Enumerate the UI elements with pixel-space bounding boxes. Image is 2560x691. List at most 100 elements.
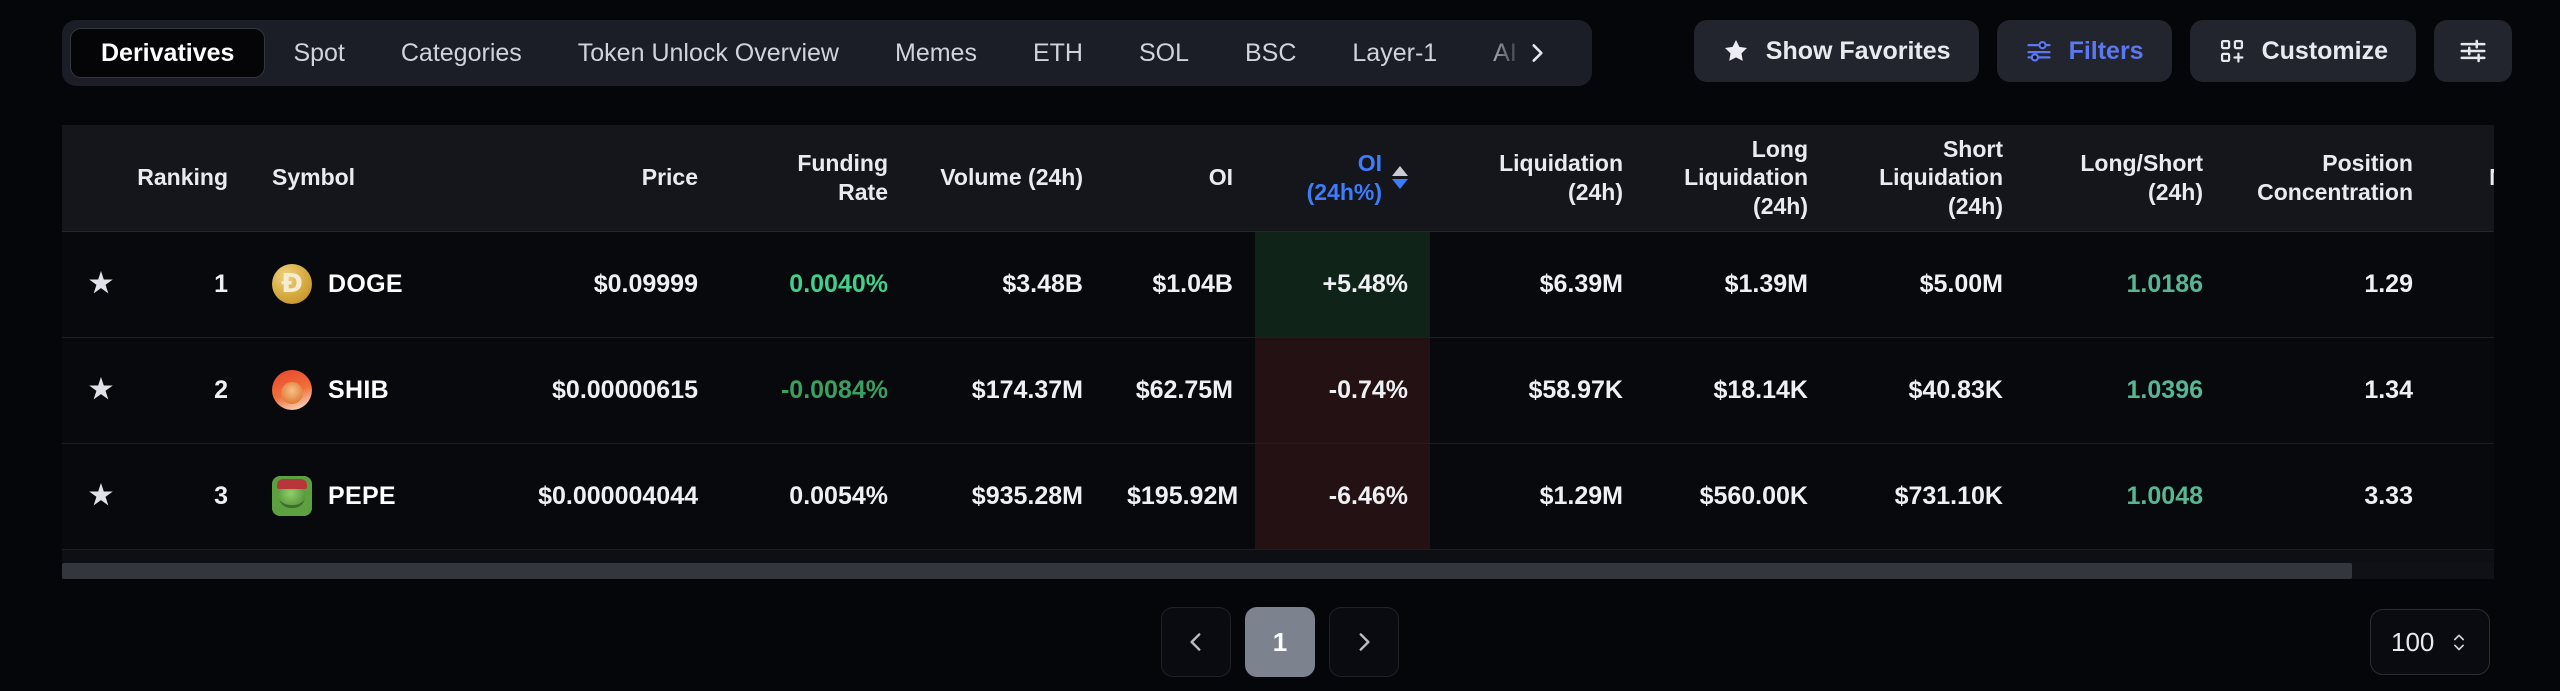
customize-grid-icon — [2220, 39, 2244, 63]
oi-24h-pct-cell: -6.46% — [1255, 443, 1430, 550]
filter-sliders-icon — [2026, 41, 2051, 62]
long-liquidation-24h-cell: $560.00K — [1645, 443, 1830, 550]
tab-derivatives[interactable]: Derivatives — [70, 28, 266, 78]
page-size-select[interactable]: 100 — [2370, 609, 2490, 675]
long-short-24h-cell: 1.0048 — [2025, 443, 2225, 550]
price-cell: $0.09999 — [515, 231, 720, 338]
position-concentration-cell: 1.29 — [2225, 231, 2435, 338]
short-liquidation-24h-cell: $5.00M — [1830, 231, 2025, 338]
ranking-cell: 1 — [140, 231, 250, 338]
symbol-cell[interactable]: DOGE — [250, 231, 515, 338]
table-body: ★ 1 DOGE $0.09999 0.0040% $3.48B $1.04B … — [62, 231, 2494, 550]
prev-page-button[interactable] — [1161, 607, 1231, 677]
horizontal-scrollbar[interactable] — [62, 563, 2494, 579]
col-oi[interactable]: OI — [1105, 125, 1255, 232]
star-icon[interactable]: ★ — [88, 479, 114, 510]
liquidation-24h-cell: $1.29M — [1430, 443, 1645, 550]
col-short-liquidation-24h[interactable]: Short Liquidation (24h) — [1830, 125, 2025, 232]
tab-bsc[interactable]: BSC — [1245, 39, 1297, 67]
col-price[interactable]: Price — [515, 125, 720, 232]
short-liquidation-24h-cell: $731.10K — [1830, 443, 2025, 550]
oi-cell: $1.04B — [1105, 231, 1255, 338]
filters-label: Filters — [2068, 36, 2144, 65]
table-row[interactable]: ★ 3 PEPE $0.000004044 0.0054% $935.28M $… — [62, 443, 2494, 550]
coin-avatar-shib — [272, 370, 312, 410]
col-symbol[interactable]: Symbol — [250, 125, 515, 232]
coin-avatar-pepe — [272, 476, 312, 516]
tab-memes[interactable]: Memes — [895, 39, 977, 67]
star-icon — [1724, 40, 1747, 61]
col-volume-24h[interactable]: Volume (24h) — [910, 125, 1105, 232]
header-row: Ranking Symbol Price Funding Rate Volume… — [62, 125, 2494, 232]
tabs-scroll-right-button[interactable] — [1482, 20, 1592, 86]
markets-table-panel: Ranking Symbol Price Funding Rate Volume… — [62, 125, 2494, 565]
position-concentration-cell: 3.33 — [2225, 443, 2435, 550]
table-row[interactable]: ★ 2 SHIB $0.00000615 -0.0084% $174.37M $… — [62, 337, 2494, 444]
favorite-cell[interactable]: ★ — [62, 443, 140, 550]
chevron-left-icon — [1190, 633, 1201, 651]
star-icon[interactable]: ★ — [88, 373, 114, 404]
tab-list: Derivatives Spot Categories Token Unlock… — [62, 20, 1553, 86]
col-market-truncated[interactable]: Mar — [2435, 125, 2494, 232]
tab-token-unlock-overview[interactable]: Token Unlock Overview — [577, 39, 839, 67]
table-header: Ranking Symbol Price Funding Rate Volume… — [62, 125, 2494, 232]
price-cell: $0.00000615 — [515, 337, 720, 444]
table-settings-button[interactable] — [2434, 20, 2512, 82]
symbol-label: PEPE — [328, 481, 396, 510]
favorite-cell[interactable]: ★ — [62, 337, 140, 444]
market-cut-cell: $ — [2435, 231, 2494, 338]
price-cell: $0.000004044 — [515, 443, 720, 550]
col-ranking[interactable]: Ranking — [137, 125, 250, 232]
oi-24h-pct-cell: +5.48% — [1255, 231, 1430, 338]
market-cut-cell — [2435, 337, 2494, 444]
col-favorite[interactable] — [62, 125, 140, 232]
star-icon[interactable]: ★ — [88, 267, 114, 298]
scrollbar-thumb[interactable] — [62, 563, 2352, 579]
ranking-cell: 3 — [140, 443, 250, 550]
col-long-liquidation-24h[interactable]: Long Liquidation (24h) — [1645, 125, 1830, 232]
market-cut-cell — [2435, 443, 2494, 550]
table-row[interactable]: ★ 1 DOGE $0.09999 0.0040% $3.48B $1.04B … — [62, 231, 2494, 338]
favorite-cell[interactable]: ★ — [62, 231, 140, 338]
top-toolbar: Derivatives Spot Categories Token Unlock… — [0, 0, 2560, 105]
oi-cell: $62.75M — [1105, 337, 1255, 444]
chevron-updown-icon[interactable] — [2449, 628, 2469, 656]
chevron-right-icon — [1359, 633, 1370, 651]
position-concentration-cell: 1.34 — [2225, 337, 2435, 444]
funding-rate-cell: -0.0084% — [720, 337, 910, 444]
tab-layer-1[interactable]: Layer-1 — [1352, 39, 1438, 67]
ranking-cell: 2 — [140, 337, 250, 444]
col-oi-24h-pct[interactable]: OI (24h%) — [1255, 125, 1430, 232]
liquidation-24h-cell: $6.39M — [1430, 231, 1645, 338]
show-favorites-button[interactable]: Show Favorites — [1693, 20, 1979, 82]
oi-24h-pct-cell: -0.74% — [1255, 337, 1430, 444]
sort-arrows-icon[interactable] — [1392, 166, 1408, 190]
filters-button[interactable]: Filters — [1996, 20, 2172, 82]
funding-rate-cell: 0.0054% — [720, 443, 910, 550]
volume-24h-cell: $935.28M — [910, 443, 1105, 550]
tab-spot[interactable]: Spot — [293, 39, 345, 67]
symbol-cell[interactable]: PEPE — [250, 443, 515, 550]
col-long-short-24h[interactable]: Long/Short (24h) — [2025, 125, 2225, 232]
col-position-concentration[interactable]: Position Concentration — [2225, 125, 2435, 232]
pagination: 1 — [1161, 607, 1399, 677]
col-funding-rate[interactable]: Funding Rate — [720, 125, 910, 232]
col-liquidation-24h[interactable]: Liquidation (24h) — [1430, 125, 1645, 232]
customize-button[interactable]: Customize — [2189, 20, 2416, 82]
tab-sol[interactable]: SOL — [1138, 39, 1189, 67]
coin-avatar-doge — [272, 264, 312, 304]
page-number-1[interactable]: 1 — [1245, 607, 1315, 677]
symbol-cell[interactable]: SHIB — [250, 337, 515, 444]
symbol-label: SHIB — [328, 375, 389, 404]
short-liquidation-24h-cell: $40.83K — [1830, 337, 2025, 444]
tab-categories[interactable]: Categories — [400, 39, 522, 67]
funding-rate-cell: 0.0040% — [720, 231, 910, 338]
category-tab-bar[interactable]: Derivatives Spot Categories Token Unlock… — [62, 20, 1592, 86]
sliders-icon — [2460, 39, 2486, 63]
long-liquidation-24h-cell: $1.39M — [1645, 231, 1830, 338]
next-page-button[interactable] — [1329, 607, 1399, 677]
tab-eth[interactable]: ETH — [1032, 39, 1083, 67]
table-footer: 1 100 — [0, 595, 2560, 691]
oi-cell: $195.92M — [1105, 443, 1255, 550]
